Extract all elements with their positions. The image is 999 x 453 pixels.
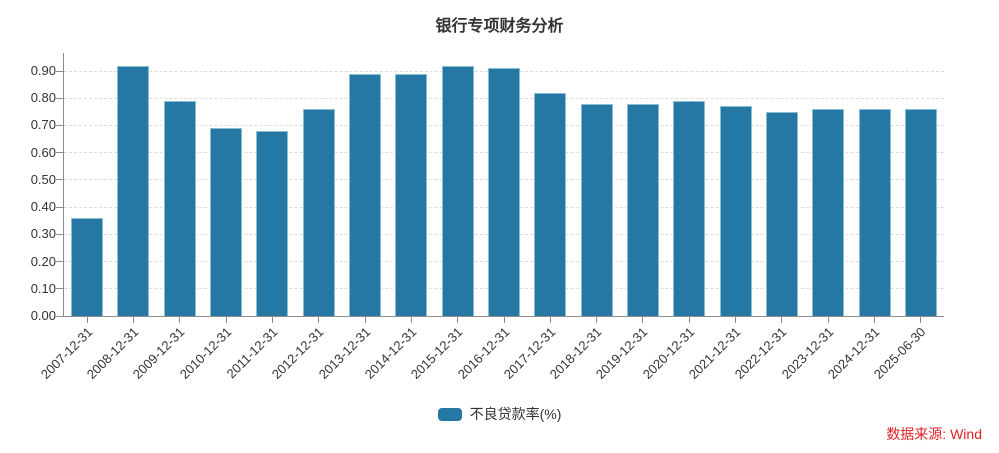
x-axis-tick <box>410 316 412 323</box>
x-axis-tick <box>781 316 783 323</box>
bar[interactable] <box>812 109 845 316</box>
bar[interactable] <box>719 106 752 316</box>
bar[interactable] <box>349 74 382 316</box>
x-axis-tick <box>364 316 366 323</box>
y-axis-tick <box>56 206 63 208</box>
y-tick-label: 0.50 <box>30 171 56 187</box>
bar[interactable] <box>210 128 243 316</box>
y-tick-label: 0.40 <box>30 199 56 215</box>
x-axis-tick <box>827 316 829 323</box>
x-axis-tick <box>503 316 505 323</box>
bar[interactable] <box>71 218 104 316</box>
x-axis-tick <box>596 316 598 323</box>
x-axis-tick <box>318 316 320 323</box>
y-axis-tick <box>56 70 63 72</box>
bar[interactable] <box>302 109 335 316</box>
bar[interactable] <box>904 109 937 316</box>
x-axis-tick <box>549 316 551 323</box>
y-axis-tick <box>56 97 63 99</box>
chart-title: 银行专项财务分析 <box>435 18 564 35</box>
y-tick-label: 0.10 <box>30 280 56 296</box>
bar[interactable] <box>765 112 798 316</box>
y-axis-tick <box>56 288 63 290</box>
x-axis-tick <box>179 316 181 323</box>
bar[interactable] <box>488 68 520 316</box>
bar[interactable] <box>673 101 706 316</box>
legend-swatch <box>437 407 462 421</box>
y-tick-label: 0.70 <box>30 117 56 133</box>
y-axis-tick <box>56 152 63 154</box>
y-tick-label: 0.90 <box>30 63 56 78</box>
plot-area: 0.00 0.10 0.20 0.30 0.40 0.50 0.60 0.70 0.80 0.90… <box>31 53 944 382</box>
y-axis-tick <box>56 261 63 263</box>
x-axis-tick <box>874 316 876 323</box>
y-tick-label: 0.20 <box>30 253 56 269</box>
bar[interactable] <box>534 93 567 316</box>
bar[interactable] <box>580 104 613 316</box>
legend-label: 不良贷款率(%) <box>469 406 562 422</box>
y-tick-label: 0.00 <box>30 308 56 323</box>
y-axis-tick <box>56 124 63 126</box>
y-axis-tick <box>56 179 63 181</box>
x-axis-tick <box>920 316 922 323</box>
x-axis-tick <box>642 316 644 323</box>
bar[interactable] <box>626 104 659 316</box>
x-axis-tick <box>86 316 88 323</box>
x-axis-tick <box>132 316 134 323</box>
bar[interactable] <box>256 131 289 316</box>
bar[interactable] <box>163 101 196 316</box>
y-tick-label: 0.30 <box>30 226 56 242</box>
x-axis-tick <box>457 316 459 323</box>
data-source-note: 数据来源: Wind <box>886 426 982 442</box>
bar[interactable] <box>395 74 428 316</box>
bar[interactable] <box>117 66 150 316</box>
legend-item-npl-ratio[interactable]: 不良贷款率(%) <box>437 402 562 426</box>
x-axis-tick <box>225 316 227 323</box>
x-axis-tick <box>688 316 690 323</box>
x-axis-tick <box>271 316 273 323</box>
y-axis-tick <box>56 315 63 317</box>
y-tick-label: 0.60 <box>30 144 56 160</box>
x-axis-tick <box>735 316 737 323</box>
legend: 不良贷款率(%) <box>0 402 999 426</box>
y-axis-tick <box>56 233 63 235</box>
y-tick-label: 0.80 <box>30 90 56 106</box>
bar[interactable] <box>441 66 474 316</box>
bar[interactable] <box>858 109 891 316</box>
